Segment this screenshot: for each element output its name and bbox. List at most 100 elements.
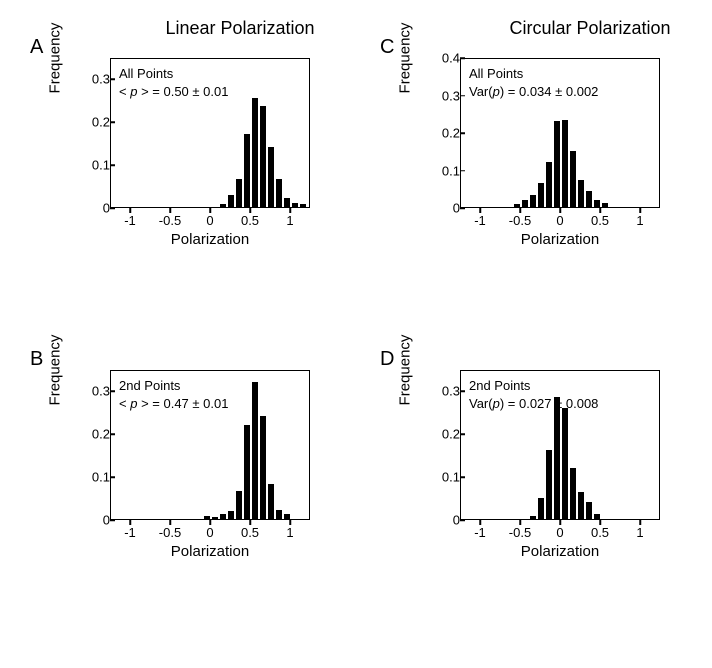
y-tick-label: 0.1 xyxy=(70,158,110,173)
histogram-bar xyxy=(252,98,258,207)
panel-letter-D: D xyxy=(380,348,394,371)
y-axis-label: Frequency xyxy=(47,0,64,133)
histogram-bar xyxy=(578,492,584,519)
x-tick-mark xyxy=(209,208,211,213)
annot-line2: Var(p) = 0.034 ± 0.002 xyxy=(469,84,598,99)
x-tick-label: -1 xyxy=(474,525,486,540)
annot-line2: < p > = 0.50 ± 0.01 xyxy=(119,84,228,99)
y-tick-mark xyxy=(110,207,115,209)
y-tick-label: 0.2 xyxy=(70,427,110,442)
x-tick-label: -0.5 xyxy=(509,525,531,540)
plot-area: All Points < p > = 0.50 ± 0.01 xyxy=(110,58,310,208)
x-tick-label: 1 xyxy=(286,525,293,540)
panel-C: All Points Var(p) = 0.034 ± 0.002 Freque… xyxy=(410,48,670,248)
histogram-bar xyxy=(594,514,600,519)
y-tick-label: 0.2 xyxy=(420,126,460,141)
x-tick-mark xyxy=(559,520,561,525)
histogram-bar xyxy=(276,179,282,207)
y-tick-label: 0.1 xyxy=(70,470,110,485)
histogram-bar xyxy=(260,416,266,519)
y-tick-mark xyxy=(460,391,465,393)
x-tick-mark xyxy=(169,208,171,213)
x-tick-mark xyxy=(519,520,521,525)
y-tick-label: 0.3 xyxy=(420,384,460,399)
x-axis-label: Polarization xyxy=(110,543,310,560)
y-tick-label: 0.3 xyxy=(420,88,460,103)
histogram-bar xyxy=(276,510,282,519)
histogram-bar xyxy=(578,180,584,207)
y-tick-mark xyxy=(110,79,115,81)
histogram-bar xyxy=(236,179,242,207)
histogram-bar xyxy=(538,498,544,519)
histogram-bar xyxy=(284,198,290,207)
histogram-bar xyxy=(292,203,298,207)
x-tick-label: -0.5 xyxy=(159,525,181,540)
panel-letter-C: C xyxy=(380,36,394,59)
histogram-bar xyxy=(300,204,306,207)
y-tick-mark xyxy=(460,476,465,478)
histogram-bar xyxy=(530,195,536,207)
y-tick-mark xyxy=(110,122,115,124)
histogram-bar xyxy=(514,204,520,207)
histogram-bar xyxy=(268,484,274,519)
histogram-bar xyxy=(244,134,250,207)
x-tick-mark xyxy=(169,520,171,525)
y-tick-mark xyxy=(460,170,465,172)
x-tick-mark xyxy=(519,208,521,213)
plot-area: 2nd Points < p > = 0.47 ± 0.01 xyxy=(110,370,310,520)
y-tick-label: 0 xyxy=(420,201,460,216)
histogram-bar xyxy=(212,517,218,519)
x-tick-label: 1 xyxy=(636,213,643,228)
panel-D: 2nd Points Var(p) = 0.027 ± 0.008 Freque… xyxy=(410,360,670,560)
y-tick-mark xyxy=(460,57,465,59)
x-tick-mark xyxy=(249,208,251,213)
histogram-bar xyxy=(586,191,592,207)
x-tick-label: 0.5 xyxy=(241,525,259,540)
x-tick-label: 0 xyxy=(556,525,563,540)
y-axis-label: Frequency xyxy=(397,295,414,445)
plot-area: All Points Var(p) = 0.034 ± 0.002 xyxy=(460,58,660,208)
x-tick-mark xyxy=(209,520,211,525)
y-axis-label: Frequency xyxy=(397,0,414,133)
y-tick-mark xyxy=(110,434,115,436)
y-tick-mark xyxy=(110,391,115,393)
histogram-bar xyxy=(228,511,234,519)
y-tick-label: 0.1 xyxy=(420,470,460,485)
x-tick-label: -0.5 xyxy=(509,213,531,228)
column-title-left: Linear Polarization xyxy=(110,18,370,39)
x-tick-mark xyxy=(559,208,561,213)
y-tick-label: 0.2 xyxy=(420,427,460,442)
x-tick-label: -1 xyxy=(124,213,136,228)
histogram-bar xyxy=(594,200,600,207)
x-tick-mark xyxy=(599,520,601,525)
panel-annotation: All Points < p > = 0.50 ± 0.01 xyxy=(119,65,228,100)
x-tick-mark xyxy=(289,208,291,213)
x-tick-label: 0 xyxy=(556,213,563,228)
x-tick-mark xyxy=(599,208,601,213)
annot-line1: All Points xyxy=(119,66,173,81)
x-tick-mark xyxy=(639,208,641,213)
annot-line1: 2nd Points xyxy=(469,378,530,393)
column-title-right: Circular Polarization xyxy=(460,18,712,39)
y-tick-label: 0.3 xyxy=(70,72,110,87)
histogram-bar xyxy=(220,514,226,519)
panel-annotation: 2nd Points < p > = 0.47 ± 0.01 xyxy=(119,377,228,412)
y-tick-label: 0.2 xyxy=(70,115,110,130)
x-tick-label: 0 xyxy=(206,213,213,228)
histogram-bar xyxy=(570,468,576,519)
histogram-bar xyxy=(546,450,552,519)
y-tick-label: 0.1 xyxy=(420,163,460,178)
x-tick-label: 0 xyxy=(206,525,213,540)
histogram-bar xyxy=(562,120,568,207)
histogram-bar xyxy=(530,516,536,519)
histogram-bar xyxy=(538,183,544,207)
y-axis-label: Frequency xyxy=(47,295,64,445)
annot-line2: Var(p) = 0.027 ± 0.008 xyxy=(469,396,598,411)
histogram-bar xyxy=(244,425,250,519)
x-tick-mark xyxy=(249,520,251,525)
y-tick-label: 0.3 xyxy=(70,384,110,399)
x-axis-label: Polarization xyxy=(460,231,660,248)
x-tick-label: 0.5 xyxy=(591,525,609,540)
histogram-bar xyxy=(586,502,592,519)
x-tick-label: 1 xyxy=(286,213,293,228)
